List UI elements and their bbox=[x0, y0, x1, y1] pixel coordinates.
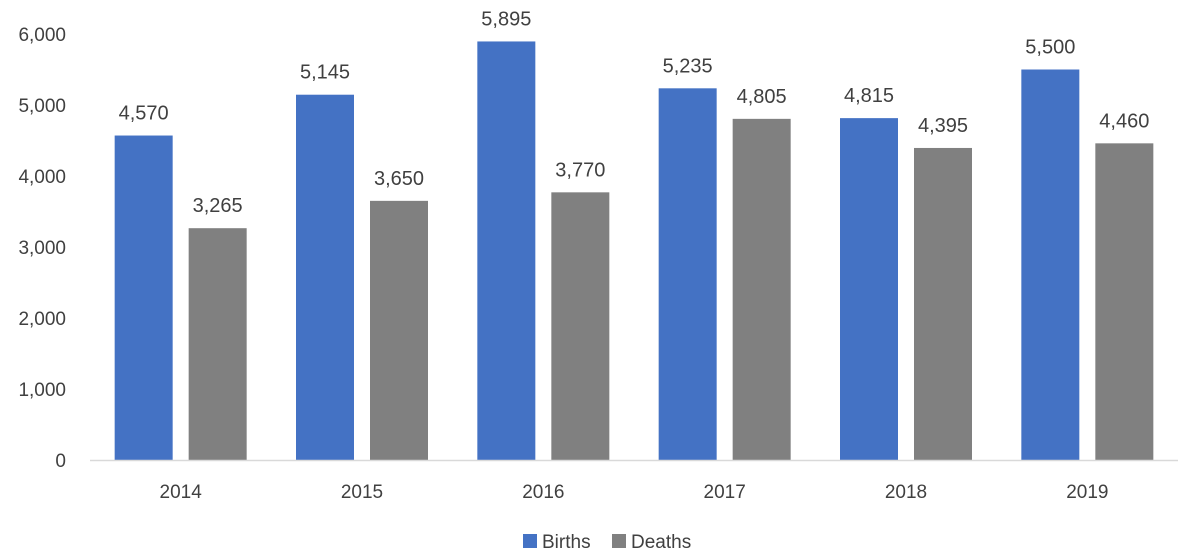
x-tick-label: 2015 bbox=[341, 482, 383, 503]
bar-births-2015 bbox=[296, 94, 354, 460]
data-label-births-2015: 5,145 bbox=[300, 62, 350, 84]
data-label-births-2017: 5,235 bbox=[663, 55, 713, 77]
legend-label-births: Births bbox=[542, 532, 591, 551]
bar-births-2018 bbox=[840, 118, 898, 460]
y-tick-label: 3,000 bbox=[18, 238, 66, 259]
bar-deaths-2017 bbox=[732, 118, 791, 460]
bar-births-2014 bbox=[114, 135, 173, 460]
data-label-deaths-2014: 3,265 bbox=[193, 195, 243, 217]
bars bbox=[114, 41, 1154, 461]
x-tick-label: 2017 bbox=[704, 482, 746, 503]
bar-births-2017 bbox=[658, 88, 717, 460]
bar-births-2016 bbox=[477, 41, 536, 461]
legend-label-deaths: Deaths bbox=[631, 532, 691, 551]
data-label-births-2016: 5,895 bbox=[481, 8, 531, 30]
data-label-deaths-2015: 3,650 bbox=[374, 168, 424, 190]
data-label-births-2014: 4,570 bbox=[119, 103, 169, 125]
data-labels: 4,570 3,265 5,145 3,650 5,895 3,770 5,235 4,805… bbox=[119, 8, 1150, 217]
bar-deaths-2016 bbox=[551, 192, 610, 460]
bar-deaths-2014 bbox=[188, 228, 247, 460]
y-tick-label: 2,000 bbox=[18, 309, 66, 330]
y-tick-label: 4,000 bbox=[18, 167, 66, 188]
bar-deaths-2018 bbox=[914, 147, 972, 460]
x-tick-label: 2018 bbox=[885, 482, 927, 503]
x-axis: 2014 2015 2016 2017 2018 2019 bbox=[160, 482, 1109, 503]
legend-swatch-births bbox=[523, 534, 537, 548]
y-tick-label: 5,000 bbox=[18, 96, 66, 117]
y-tick-label: 0 bbox=[55, 451, 66, 472]
legend: Births Deaths bbox=[523, 532, 691, 553]
x-tick-label: 2019 bbox=[1066, 482, 1108, 503]
data-label-deaths-2017: 4,805 bbox=[737, 86, 787, 108]
bar-births-2019 bbox=[1021, 69, 1080, 460]
x-tick-label: 2014 bbox=[160, 482, 203, 503]
y-axis: 0 1,000 2,000 3,000 4,000 5,000 6,000 bbox=[18, 25, 66, 472]
x-tick-label: 2016 bbox=[522, 482, 564, 503]
data-label-deaths-2019: 4,460 bbox=[1099, 110, 1149, 132]
data-label-deaths-2016: 3,770 bbox=[555, 159, 605, 181]
y-tick-label: 1,000 bbox=[18, 380, 66, 401]
bar-deaths-2015 bbox=[370, 200, 428, 460]
data-label-births-2018: 4,815 bbox=[844, 85, 894, 107]
data-label-births-2019: 5,500 bbox=[1025, 37, 1075, 59]
legend-swatch-deaths bbox=[612, 534, 626, 548]
y-tick-label: 6,000 bbox=[18, 25, 66, 46]
data-label-deaths-2018: 4,395 bbox=[918, 115, 968, 137]
bar-deaths-2019 bbox=[1095, 143, 1154, 460]
